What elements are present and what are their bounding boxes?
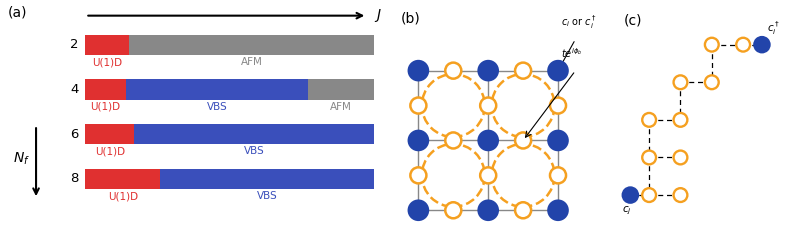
Circle shape [674,188,687,202]
Circle shape [410,167,427,183]
Circle shape [674,113,687,127]
Text: 2: 2 [70,38,79,51]
Text: $c_j$: $c_j$ [623,204,632,217]
Circle shape [705,75,719,89]
Text: VBS: VBS [257,191,278,201]
Circle shape [642,188,656,202]
Circle shape [515,63,531,79]
Circle shape [642,151,656,164]
Circle shape [445,63,461,79]
Circle shape [445,132,461,149]
Bar [85,35,129,55]
Text: (c): (c) [624,13,642,27]
Circle shape [478,200,499,221]
Circle shape [753,36,770,53]
Circle shape [480,97,497,114]
Circle shape [547,200,569,221]
Text: 6: 6 [70,128,79,141]
Text: $J$: $J$ [375,7,382,24]
Circle shape [705,38,719,52]
Bar [161,169,375,189]
Circle shape [445,202,461,218]
Text: 4: 4 [70,83,79,96]
Bar [126,79,308,100]
Text: (b): (b) [401,11,421,25]
Text: (a): (a) [8,5,28,19]
Circle shape [547,130,569,151]
Circle shape [674,151,687,164]
Circle shape [550,167,566,183]
Circle shape [408,130,429,151]
Text: U(1)D: U(1)D [91,102,120,112]
Text: AFM: AFM [241,57,262,67]
Bar [135,124,375,144]
Text: U(1)D: U(1)D [92,57,122,67]
Circle shape [515,202,531,218]
Bar [308,79,375,100]
Text: $te^{i\phi_b}$: $te^{i\phi_b}$ [561,46,583,60]
Text: VBS: VBS [244,146,264,156]
Text: U(1)D: U(1)D [95,146,125,156]
Circle shape [478,130,499,151]
Circle shape [515,132,531,149]
Text: U(1)D: U(1)D [108,191,138,201]
Text: 8: 8 [70,172,79,185]
Text: $c_i^\dagger$: $c_i^\dagger$ [767,20,780,37]
Circle shape [622,186,639,204]
Circle shape [410,97,427,114]
Text: $N_f$: $N_f$ [13,151,31,167]
Text: $c_i$ or $c_i^\dagger$: $c_i$ or $c_i^\dagger$ [561,13,597,31]
Circle shape [642,113,656,127]
Circle shape [478,60,499,81]
Circle shape [737,38,750,52]
Text: VBS: VBS [206,102,227,112]
Circle shape [408,60,429,81]
Circle shape [674,75,687,89]
Circle shape [550,97,566,114]
Bar [85,79,126,100]
Circle shape [480,167,497,183]
Circle shape [547,60,569,81]
Bar [85,169,161,189]
Bar [85,124,135,144]
Text: AFM: AFM [330,102,352,112]
Bar [129,35,375,55]
Circle shape [408,200,429,221]
